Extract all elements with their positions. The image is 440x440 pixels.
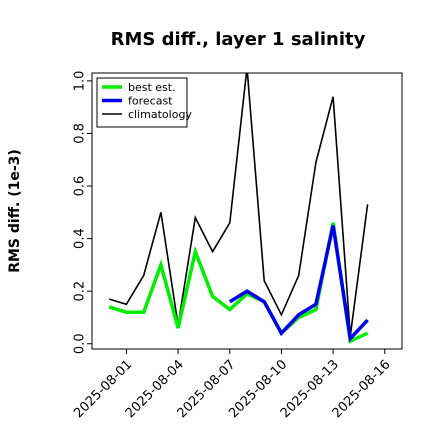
y-tick-label: 0.6 <box>73 176 88 197</box>
series-line-forecast <box>228 225 369 343</box>
series-layer <box>108 73 369 344</box>
y-axis-label: RMS diff. (1e-3) <box>7 149 23 273</box>
y-tick-label: 0.8 <box>73 123 88 144</box>
plot-frame <box>91 72 403 350</box>
chart-title: RMS diff., layer 1 salinity <box>111 29 366 50</box>
y-tick-label: 0.2 <box>73 281 88 302</box>
y-axis: 0.0 0.2 0.4 0.6 0.8 1.0 <box>73 71 92 354</box>
y-tick-label: 0.4 <box>73 228 88 249</box>
x-axis: 2025-08-012025-08-042025-08-072025-08-10… <box>71 349 394 421</box>
legend-label: climatology <box>128 108 192 121</box>
y-tick-label: 0.0 <box>73 333 88 354</box>
series-line-climatology <box>108 73 369 337</box>
legend-label: forecast <box>128 95 173 108</box>
y-tick-label: 1.0 <box>73 71 88 92</box>
legend-label: best est. <box>128 81 176 94</box>
